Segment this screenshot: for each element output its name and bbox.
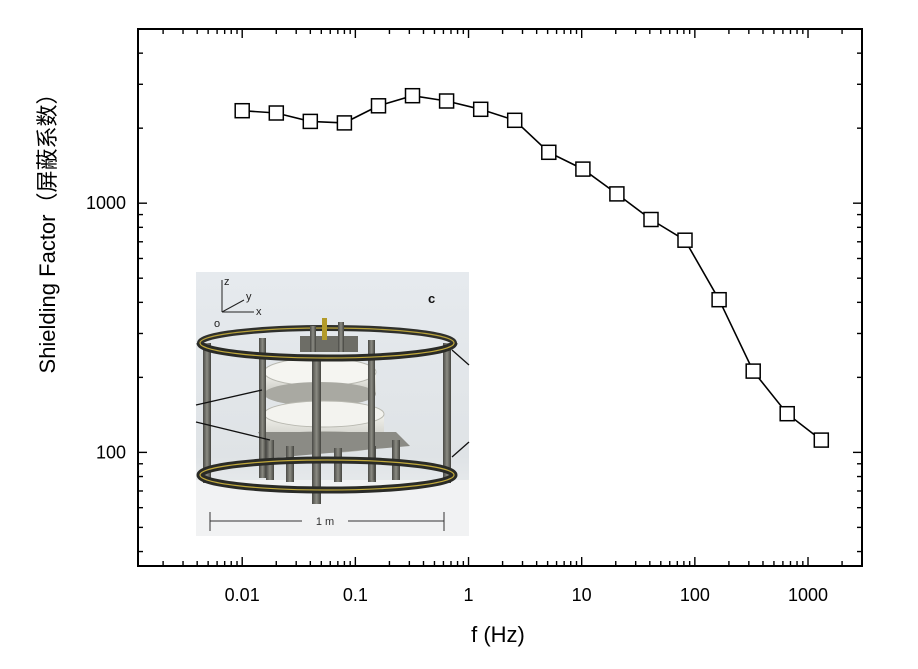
data-point (745, 363, 761, 379)
data-point (711, 291, 727, 308)
data-point (404, 87, 421, 104)
data-point (370, 98, 387, 114)
inset-origin: o (214, 318, 220, 330)
inset-panel-letter: c (428, 291, 435, 306)
data-point (575, 161, 591, 177)
inset-axis-y: y (246, 291, 252, 303)
x-tick-label: 100 (680, 585, 710, 605)
data-point (268, 105, 285, 121)
x-tick-label: 1000 (788, 585, 828, 605)
x-axis-title: f (Hz) (471, 622, 525, 647)
data-point (234, 102, 250, 119)
data-point (506, 112, 523, 129)
data-point (609, 186, 625, 202)
x-tick-label: 0.01 (225, 585, 260, 605)
x-tick-label: 10 (572, 585, 592, 605)
y-axis-title: Shielding Factor（屏蔽系数） (35, 83, 60, 374)
inset-axis-z: z (224, 276, 230, 288)
data-point (779, 405, 795, 422)
inset-apparatus-image: z y x o c 1 m (195, 272, 470, 536)
y-tick-label: 1000 (86, 193, 126, 213)
data-point (472, 101, 489, 118)
series-markers (234, 87, 830, 448)
data-point (302, 113, 319, 130)
x-tick-label: 0.1 (343, 585, 368, 605)
data-point (438, 93, 455, 109)
axis-tick-labels: 0.01 0.1 1 10 100 1000 100 1000 (86, 193, 828, 605)
data-point (541, 144, 557, 161)
x-tick-label: 1 (464, 585, 474, 605)
plot-frame (137, 28, 863, 567)
data-point (643, 211, 659, 228)
data-point (813, 432, 830, 448)
data-point (677, 232, 693, 248)
data-point (336, 115, 353, 131)
axis-ticks (138, 28, 863, 566)
inset-scale-label: 1 m (316, 516, 334, 528)
y-tick-label: 100 (96, 442, 126, 462)
inset-axis-x: x (256, 306, 262, 318)
